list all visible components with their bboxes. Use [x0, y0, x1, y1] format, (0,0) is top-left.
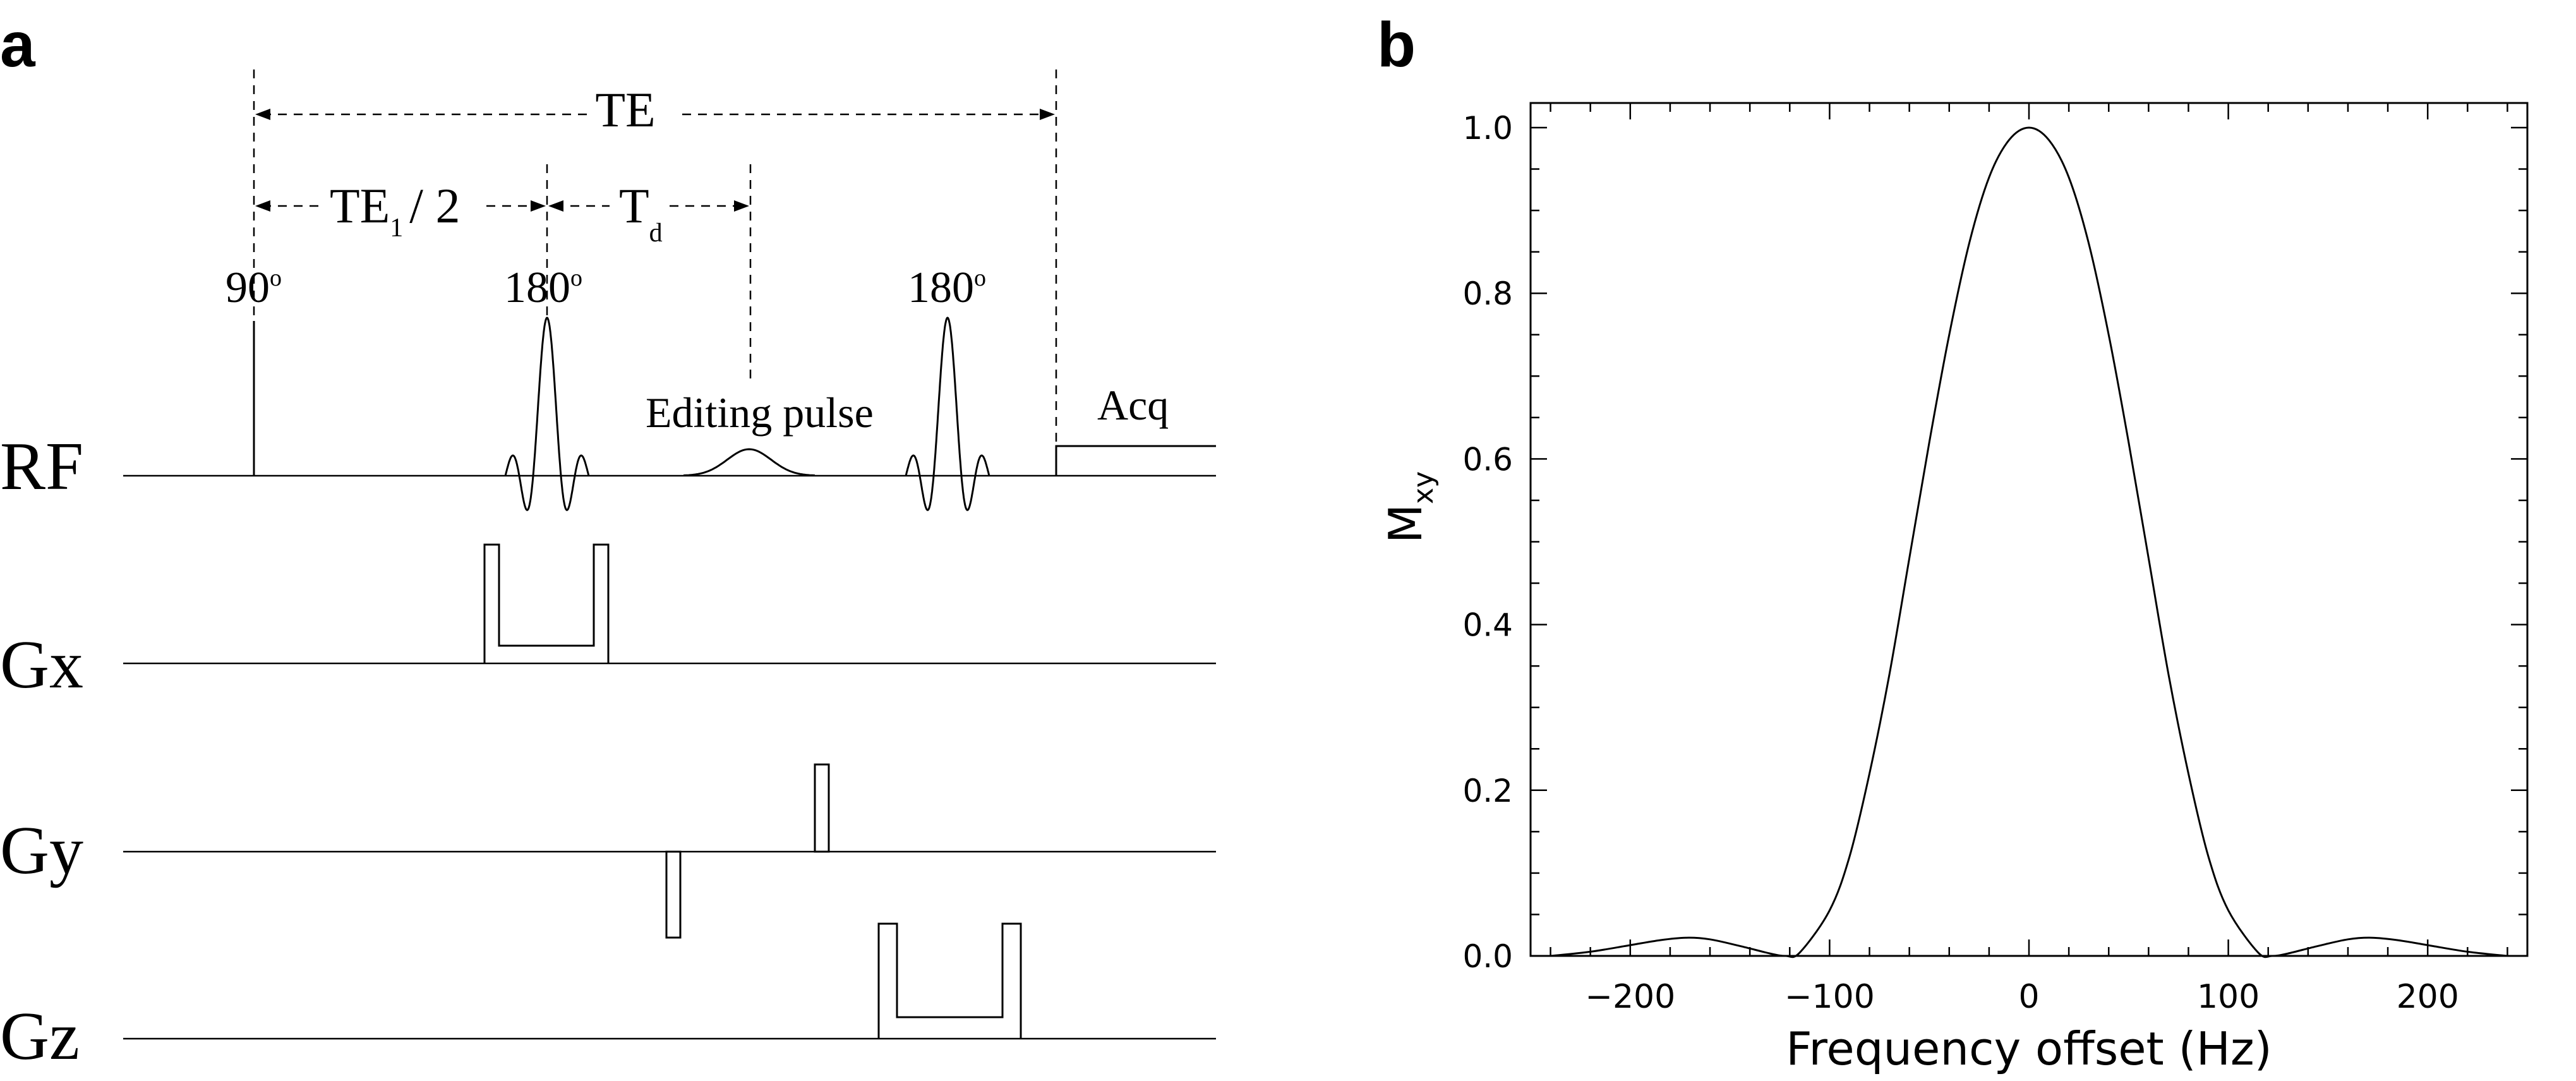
rf-180a-pulse: [504, 317, 590, 511]
y-axis-label: Mxy: [1379, 471, 1440, 543]
pulse-90-sup: o: [270, 265, 282, 291]
channel-label-gy: Gy: [0, 813, 83, 888]
x-tick-label: −200: [1585, 978, 1675, 1016]
y-axis-label-main: M: [1379, 504, 1432, 543]
editing-pulse-label: Editing pulse: [646, 389, 874, 437]
x-tick-label: 200: [2397, 978, 2459, 1016]
te-arrowhead-left: [255, 109, 270, 120]
y-tick-labels: 0.0 0.2 0.4 0.6 0.8 1.0: [1462, 110, 1513, 975]
te-arrowhead-right: [1040, 109, 1055, 120]
y-axis-label-sub: xy: [1407, 471, 1440, 504]
pulse-90-value: 90: [226, 263, 270, 312]
te-label: TE: [595, 82, 655, 137]
panel-a: a TE TE1/ 2 Td 90o 180o 180o Editing pul…: [0, 9, 1216, 1074]
y-tick-label: 0.4: [1462, 607, 1513, 644]
te1-half-arrowhead-left: [255, 200, 270, 212]
gy-positive-lobe: [814, 763, 830, 853]
pulse-180b-sup: o: [974, 265, 986, 291]
pulse-180a-label: 180o: [504, 263, 582, 312]
plot-frame: [1529, 102, 2529, 957]
pulse-180a-sup: o: [570, 265, 582, 291]
mxy-curve: [1550, 126, 2508, 958]
y-tick-label: 0.2: [1462, 773, 1513, 809]
panel-b-label: b: [1377, 9, 1416, 80]
td-main: T: [619, 178, 649, 233]
pulse-180b-label: 180o: [908, 263, 986, 312]
x-tick-label: 0: [2018, 978, 2039, 1016]
gx-crusher-pair: [483, 543, 610, 663]
x-tick-label: −100: [1785, 978, 1875, 1016]
rf-acquisition: [1055, 445, 1216, 476]
td-label: Td: [619, 178, 663, 248]
te1-half-sub: 1: [390, 214, 403, 243]
te1-half-main: TE: [330, 178, 390, 233]
panel-b: b −200 −100 0 100 200 0.0 0.2 0.4 0.6 0.8 1.0 Fre…: [1377, 9, 2529, 1075]
gz-crusher-pair: [877, 922, 1022, 1039]
axis-ticks: [1531, 103, 2527, 957]
y-tick-label: 0.0: [1462, 938, 1513, 975]
panel-a-label: a: [0, 9, 36, 80]
te1-half-rest: / 2: [409, 178, 460, 233]
x-tick-labels: −200 −100 0 100 200: [1585, 978, 2459, 1016]
x-tick-label: 100: [2197, 978, 2260, 1016]
acq-label: Acq: [1097, 381, 1169, 429]
pulse-90-label: 90o: [226, 263, 282, 312]
channel-label-gz: Gz: [0, 999, 80, 1074]
pulse-180a-value: 180: [504, 263, 570, 312]
te1-half-arrowhead-right: [531, 200, 546, 212]
td-arrowhead-right: [734, 200, 749, 212]
channel-label-gx: Gx: [0, 627, 83, 703]
td-arrowhead-left: [548, 200, 563, 212]
gy-negative-lobe: [665, 850, 682, 939]
y-tick-label: 0.6: [1462, 441, 1513, 478]
te1-half-label: TE1/ 2: [330, 178, 460, 243]
x-axis-label: Frequency offset (Hz): [1786, 1022, 2272, 1075]
rf-editing-pulse: [683, 448, 816, 476]
td-sub: d: [649, 219, 663, 248]
channel-label-rf: RF: [0, 429, 83, 504]
y-tick-label: 1.0: [1462, 110, 1513, 147]
pulse-180b-value: 180: [908, 263, 974, 312]
rf-180b-pulse: [905, 317, 990, 511]
y-tick-label: 0.8: [1462, 275, 1513, 312]
